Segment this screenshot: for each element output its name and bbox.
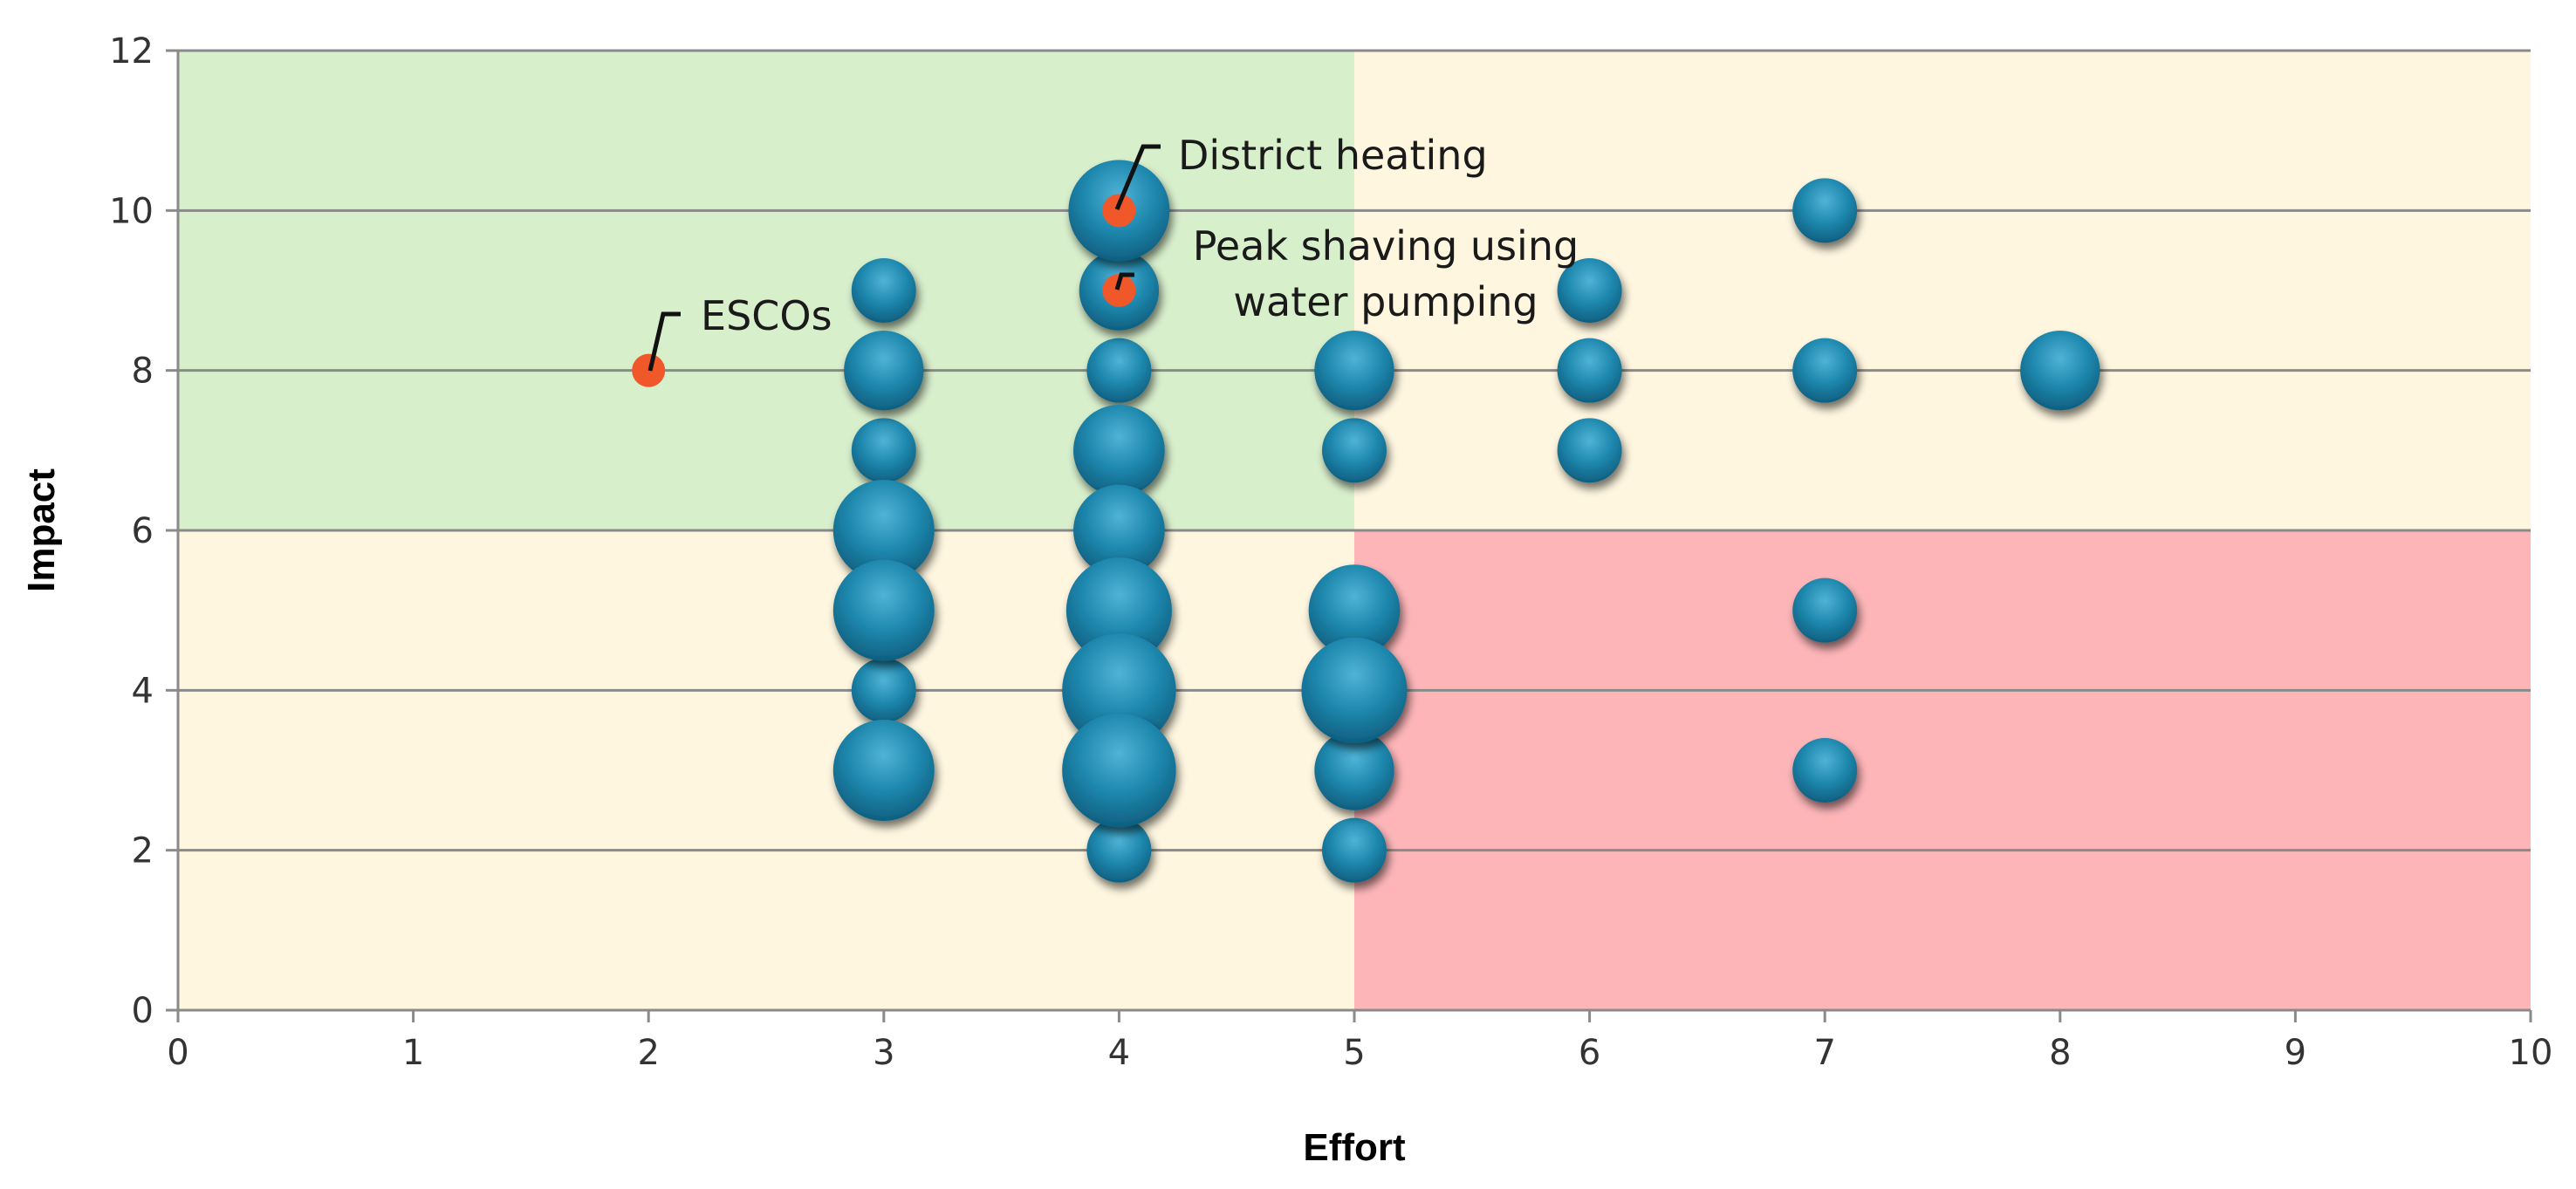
zone-thankless-tasks bbox=[1354, 530, 2531, 1010]
bubble-x4-y8 bbox=[1086, 338, 1152, 403]
bubble-x3-y3 bbox=[832, 720, 935, 821]
bubble-x7-y8 bbox=[1792, 338, 1858, 403]
x-axis-title: Effort bbox=[1303, 1126, 1406, 1169]
x-tick-label-0: 0 bbox=[167, 1033, 188, 1073]
bubble-x3-y6 bbox=[832, 480, 935, 581]
bubble-x7-y10 bbox=[1792, 178, 1858, 243]
bubble-x3-y5 bbox=[832, 559, 935, 661]
leader-line-district-heating bbox=[1114, 144, 1161, 210]
annotation-escos-line-1: ESCOs bbox=[701, 292, 832, 339]
x-tick-label-1: 1 bbox=[402, 1033, 424, 1073]
bubble-x4-y2 bbox=[1086, 817, 1152, 883]
y-axis-title: Impact bbox=[20, 468, 63, 592]
bubble-x5-y8 bbox=[1314, 330, 1394, 411]
bubble-x6-y8 bbox=[1557, 338, 1622, 403]
y-tick-label-12: 12 bbox=[109, 31, 154, 72]
bubble-x4-y3 bbox=[1062, 713, 1176, 828]
axes bbox=[166, 49, 2532, 1022]
x-tick-label-7: 7 bbox=[1813, 1033, 1835, 1073]
y-tick-label-4: 4 bbox=[132, 671, 154, 711]
bubble-x3-y7 bbox=[851, 418, 916, 483]
y-tick-label-10: 10 bbox=[109, 191, 154, 231]
x-tick-label-5: 5 bbox=[1343, 1033, 1365, 1073]
annotation-peak-shaving-line-2: water pumping bbox=[1233, 278, 1538, 325]
bubble-x3-y4 bbox=[851, 658, 916, 723]
bubble-x7-y3 bbox=[1792, 738, 1858, 803]
bubble-x6-y7 bbox=[1557, 418, 1622, 483]
bubble-x7-y5 bbox=[1792, 577, 1858, 643]
leader-line-peak-shaving bbox=[1114, 272, 1134, 290]
bubble-x5-y3 bbox=[1314, 730, 1394, 810]
y-tick-label-0: 0 bbox=[132, 991, 154, 1031]
bubble-x4-y6 bbox=[1073, 484, 1165, 577]
x-tick-label-2: 2 bbox=[637, 1033, 659, 1073]
x-tick-label-8: 8 bbox=[2049, 1033, 2071, 1073]
zone-major-projects bbox=[1354, 51, 2531, 530]
bubble-x4-y4 bbox=[1062, 633, 1176, 748]
bubble-x3-y9 bbox=[851, 258, 916, 323]
y-tick-label-2: 2 bbox=[132, 831, 154, 871]
y-tick-label-6: 6 bbox=[132, 511, 154, 551]
bubble-x5-y4 bbox=[1301, 637, 1408, 743]
annotation-district-heating-line-1: District heating bbox=[1178, 132, 1488, 179]
bubble-x4-y7 bbox=[1073, 404, 1165, 496]
zone-fill-ins bbox=[178, 530, 1354, 1010]
bubble-x8-y8 bbox=[2020, 330, 2100, 411]
leader-line-escos bbox=[647, 311, 681, 372]
highlight-point-district-heating bbox=[1102, 194, 1136, 228]
highlight-point-escos bbox=[632, 353, 666, 387]
highlight-point-peak-shaving bbox=[1102, 274, 1136, 307]
x-tick-label-9: 9 bbox=[2285, 1033, 2306, 1073]
bubble-x6-y9 bbox=[1557, 258, 1622, 323]
annotations: ESCOs District heating Peak shaving using w… bbox=[647, 132, 1579, 372]
highlight-points bbox=[632, 194, 1136, 387]
y-tick-label-8: 8 bbox=[132, 352, 154, 392]
annotation-peak-shaving-line-1: Peak shaving using bbox=[1193, 222, 1579, 270]
bubble-x5-y2 bbox=[1322, 817, 1387, 883]
bubble-x4-y5 bbox=[1065, 557, 1172, 664]
bubbles bbox=[832, 160, 2100, 883]
bubble-x5-y5 bbox=[1308, 564, 1401, 657]
zone-quick-wins bbox=[178, 51, 1354, 530]
bubble-x3-y8 bbox=[844, 330, 924, 411]
x-tick-label-3: 3 bbox=[873, 1033, 894, 1073]
bubble-x5-y7 bbox=[1322, 418, 1387, 483]
x-tick-label-10: 10 bbox=[2509, 1033, 2553, 1073]
x-tick-label-6: 6 bbox=[1579, 1033, 1600, 1073]
x-tick-label-4: 4 bbox=[1108, 1033, 1130, 1073]
